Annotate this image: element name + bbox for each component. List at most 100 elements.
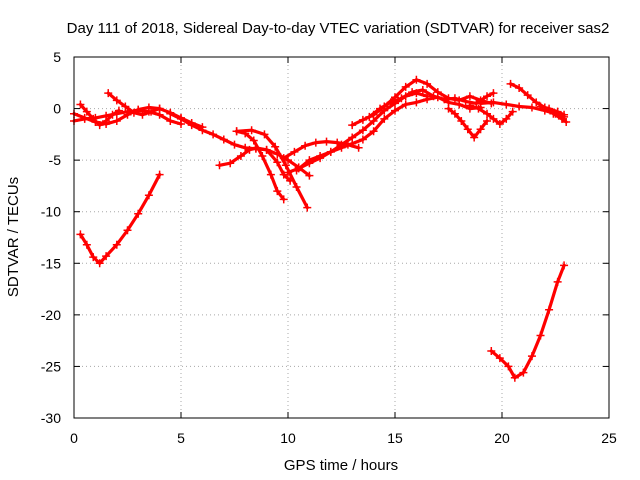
- data-point: [102, 116, 111, 125]
- data-point: [376, 104, 385, 113]
- data-point: [483, 109, 492, 118]
- data-point: [102, 252, 111, 261]
- data-point: [423, 95, 432, 104]
- y-axis-label: SDTVAR / TECUs: [5, 177, 22, 297]
- data-point: [506, 79, 515, 88]
- data-point: [358, 126, 367, 135]
- y-tick-label: -30: [41, 410, 61, 426]
- series-line: [168, 112, 311, 178]
- data-point: [82, 107, 91, 116]
- data-point: [290, 147, 299, 156]
- data-point: [489, 89, 498, 98]
- data-point: [301, 141, 310, 150]
- data-point: [114, 106, 123, 115]
- data-point: [354, 143, 363, 152]
- data-point: [502, 100, 511, 109]
- data-point: [495, 120, 504, 129]
- data-point: [326, 147, 335, 156]
- data-point: [560, 110, 569, 119]
- data-point: [423, 79, 432, 88]
- data-point: [515, 102, 524, 111]
- data-point: [401, 82, 410, 91]
- data-point: [147, 107, 156, 116]
- data-point: [129, 108, 138, 117]
- data-point: [358, 135, 367, 144]
- data-point: [281, 161, 290, 170]
- data-point: [476, 125, 485, 134]
- data-point: [489, 98, 498, 107]
- data-point: [121, 102, 130, 111]
- data-point: [316, 152, 325, 161]
- data-point: [508, 107, 517, 116]
- data-point: [95, 121, 104, 130]
- data-point: [108, 110, 117, 119]
- data-point: [273, 158, 282, 167]
- data-point: [545, 104, 554, 113]
- data-point: [258, 152, 267, 161]
- data-point: [348, 139, 357, 148]
- series-arc-19: [536, 102, 569, 119]
- series-arc-12: [292, 93, 485, 175]
- series-line: [489, 263, 566, 380]
- data-point: [487, 346, 496, 355]
- data-point: [112, 96, 121, 105]
- data-point: [553, 107, 562, 116]
- data-point: [510, 373, 519, 382]
- y-tick-label: -10: [41, 204, 61, 220]
- y-tick-label: -20: [41, 307, 61, 323]
- y-tick-label: -25: [41, 358, 61, 374]
- data-point: [266, 170, 275, 179]
- data-point: [76, 100, 85, 109]
- data-point: [545, 305, 554, 314]
- data-point: [470, 133, 479, 142]
- data-point: [249, 136, 258, 145]
- data-point: [536, 102, 545, 111]
- x-tick-label: 20: [494, 430, 510, 446]
- series-arc-15: [444, 104, 492, 142]
- data-point: [553, 277, 562, 286]
- data-point: [144, 103, 153, 112]
- data-point: [412, 98, 421, 107]
- data-point: [177, 114, 185, 123]
- data-point: [557, 114, 566, 123]
- data-point: [247, 126, 256, 135]
- data-point: [245, 145, 254, 154]
- data-point: [305, 156, 314, 165]
- data-point: [241, 143, 250, 152]
- data-point: [348, 121, 357, 130]
- data-point: [412, 75, 421, 84]
- data-point: [80, 113, 89, 122]
- data-point: [532, 98, 541, 107]
- data-point: [123, 226, 132, 235]
- data-point: [104, 89, 113, 98]
- x-tick-label: 15: [387, 430, 403, 446]
- data-point: [386, 98, 395, 107]
- data-point: [337, 143, 346, 152]
- data-point: [209, 130, 218, 139]
- series-line: [78, 173, 162, 265]
- data-point: [187, 121, 196, 130]
- data-point: [408, 88, 417, 97]
- data-point: [82, 240, 91, 249]
- data-point: [474, 104, 483, 113]
- data-point: [562, 117, 571, 126]
- series-arc-16: [465, 101, 517, 129]
- chart-title: Day 111 of 2018, Sidereal Day-to-day VTE…: [67, 20, 610, 37]
- data-point: [134, 209, 143, 218]
- data-point: [303, 203, 312, 212]
- x-tick-label: 0: [70, 430, 78, 446]
- plot-frame: [73, 56, 610, 419]
- data-point: [333, 138, 342, 147]
- data-point: [369, 127, 378, 136]
- data-point: [292, 166, 301, 175]
- x-axis-label: GPS time / hours: [284, 457, 398, 474]
- data-point: [230, 140, 239, 149]
- data-series: [70, 75, 571, 382]
- data-point: [138, 110, 147, 119]
- data-point: [365, 112, 374, 121]
- data-point: [515, 83, 524, 92]
- data-point: [450, 109, 459, 118]
- data-point: [495, 354, 504, 363]
- series-arc-7: [215, 143, 295, 185]
